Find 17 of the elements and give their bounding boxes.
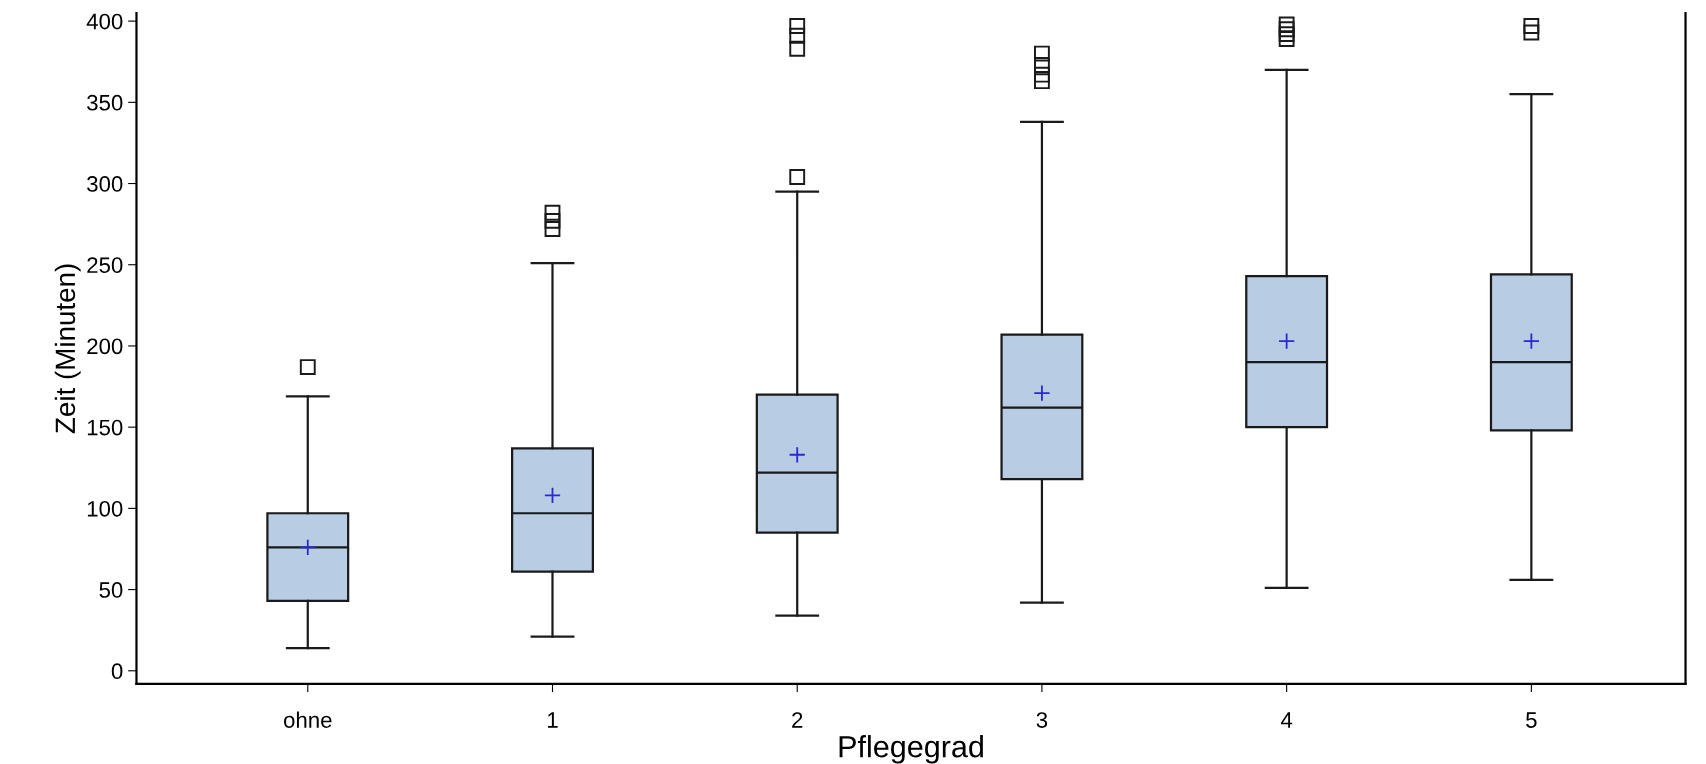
y-tick-label: 400 — [86, 13, 123, 30]
x-tick-label: 4 — [1280, 712, 1293, 728]
x-axis-title: Pflegegrad — [839, 735, 983, 764]
x-tick-label: 3 — [1036, 712, 1048, 728]
y-tick-label: 200 — [87, 338, 123, 355]
x-tick-label: 2 — [792, 712, 803, 728]
x-tick-label: ohne — [284, 711, 332, 728]
y-tick-label: 300 — [87, 176, 123, 192]
y-axis-title: Zeit (Minuten) — [54, 264, 81, 434]
y-tick-label: 50 — [99, 582, 123, 598]
y-tick-label: 0 — [111, 663, 123, 680]
x-tick-label: 5 — [1526, 712, 1537, 728]
y-tick-label: 350 — [87, 94, 123, 111]
y-tick-label: 250 — [87, 257, 123, 274]
x-tick-label: 1 — [548, 712, 558, 728]
y-tick-label: 100 — [87, 500, 123, 517]
y-tick-label: 150 — [87, 419, 123, 436]
